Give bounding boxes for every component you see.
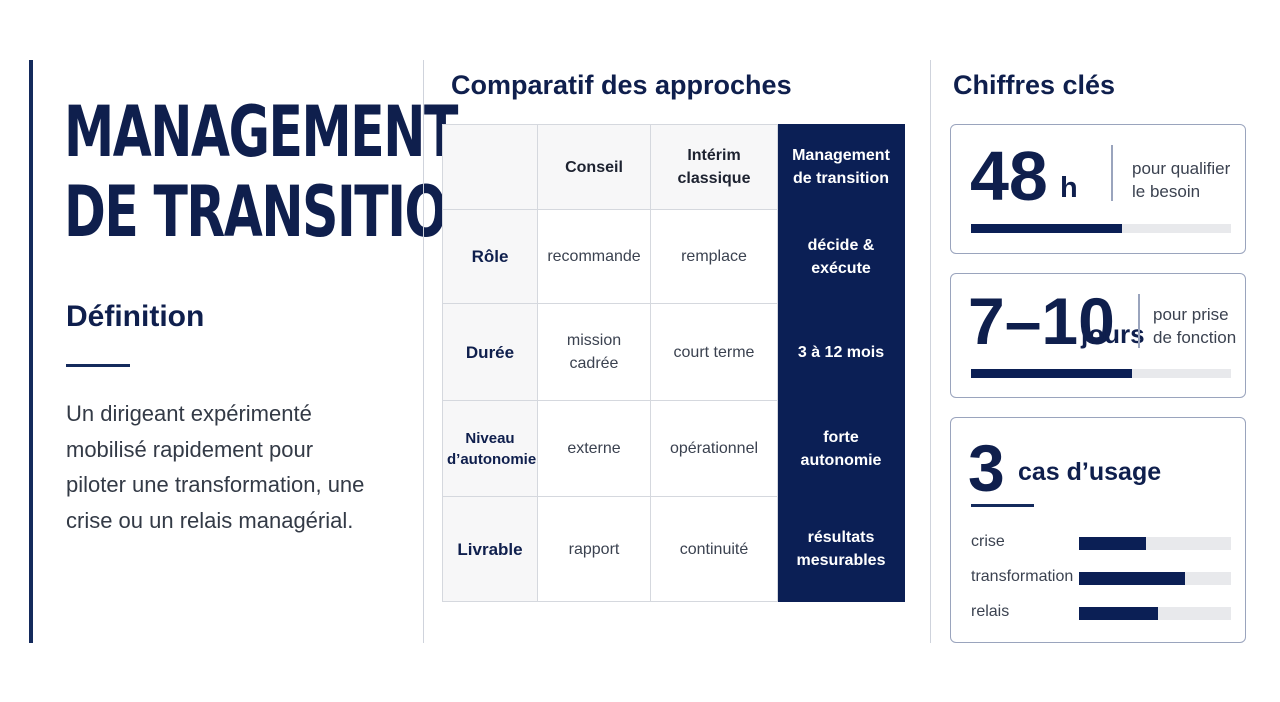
highlight-cell: décide & exécute bbox=[777, 209, 905, 304]
stat-label: pour qualifier le besoin bbox=[1132, 159, 1231, 201]
use-case-label: transformation bbox=[971, 568, 1074, 585]
stat-progress-fill bbox=[971, 369, 1133, 378]
highlight-cell: forte autonomie bbox=[777, 400, 905, 497]
stat-separator bbox=[1138, 294, 1140, 348]
table-row: Livrable rapport continuité résultats me… bbox=[442, 496, 905, 602]
stat-progress-fill bbox=[971, 224, 1122, 233]
column-header-conseil: Conseil bbox=[537, 124, 651, 210]
table-row: Durée mission cadrée court terme 3 à 12 … bbox=[442, 303, 905, 401]
stat-progress-bar bbox=[971, 224, 1231, 233]
table-corner-cell bbox=[442, 124, 538, 210]
highlight-cell: résultats mesurables bbox=[777, 496, 905, 602]
table-header-row: Conseil Intérim classique Management de … bbox=[442, 124, 905, 210]
use-case-bar bbox=[1079, 607, 1231, 620]
row-header-autonomie: Niveau d’autonomie bbox=[442, 400, 538, 497]
table-cell: mission cadrée bbox=[537, 303, 651, 401]
column-header-management: Management de transition bbox=[777, 124, 905, 210]
stat-progress-bar bbox=[971, 369, 1231, 378]
comparison-title: Comparatif des approches bbox=[451, 70, 792, 100]
stat-unit: jours bbox=[1081, 319, 1145, 349]
stat-value: 7–10 bbox=[968, 284, 1115, 358]
stat-card-jours: 7–10 jours pour prise de fonction bbox=[950, 273, 1246, 398]
column-divider-right bbox=[930, 60, 931, 643]
table-row: Rôle recommande remplace décide & exécut… bbox=[442, 209, 905, 304]
use-case-bar-fill bbox=[1079, 537, 1146, 550]
highlight-cell: 3 à 12 mois bbox=[777, 303, 905, 401]
table-cell: externe bbox=[537, 400, 651, 497]
comparison-table: Conseil Intérim classique Management de … bbox=[442, 124, 905, 602]
table-cell: opérationnel bbox=[650, 400, 778, 497]
column-header-interim: Intérim classique bbox=[650, 124, 778, 210]
accent-bar bbox=[29, 60, 33, 643]
use-case-row: relais bbox=[971, 600, 1231, 624]
stat-unit: h bbox=[1060, 172, 1078, 204]
stat-separator bbox=[1111, 145, 1113, 201]
row-header-role: Rôle bbox=[442, 209, 538, 304]
definition-underline bbox=[66, 364, 130, 367]
table-cell: remplace bbox=[650, 209, 778, 304]
stat-value: 3 bbox=[968, 431, 1005, 505]
stat-unit: cas d’usage bbox=[1018, 458, 1162, 486]
row-header-livrable: Livrable bbox=[442, 496, 538, 602]
definition-title: Définition bbox=[66, 300, 205, 333]
table-cell: rapport bbox=[537, 496, 651, 602]
row-header-duree: Durée bbox=[442, 303, 538, 401]
table-row: Niveau d’autonomie externe opérationnel … bbox=[442, 400, 905, 497]
column-divider-left bbox=[423, 60, 424, 643]
use-case-bar bbox=[1079, 572, 1231, 585]
use-case-row: transformation bbox=[971, 565, 1231, 589]
use-cases-underline bbox=[971, 504, 1034, 507]
stat-label: pour prise de fonction bbox=[1153, 305, 1237, 347]
use-case-label: crise bbox=[971, 533, 1005, 550]
table-cell: court terme bbox=[650, 303, 778, 401]
stat-value: 48 bbox=[970, 137, 1048, 215]
use-case-bar bbox=[1079, 537, 1231, 550]
main-title-line-1: MANAGEMENT bbox=[64, 91, 458, 173]
figures-title: Chiffres clés bbox=[953, 70, 1116, 100]
main-title: MANAGEMENT DE TRANSITION bbox=[64, 91, 488, 253]
stat-card-48h: 48 h pour qualifier le besoin bbox=[950, 124, 1246, 254]
use-case-label: relais bbox=[971, 603, 1010, 620]
use-case-row: crise bbox=[971, 530, 1231, 554]
stat-card-use-cases: 3 cas d’usage crise transformation relai… bbox=[950, 417, 1246, 643]
table-cell: recommande bbox=[537, 209, 651, 304]
use-case-bar-fill bbox=[1079, 572, 1186, 585]
use-case-bar-fill bbox=[1079, 607, 1159, 620]
table-cell: continuité bbox=[650, 496, 778, 602]
main-title-line-2: DE TRANSITION bbox=[64, 171, 488, 253]
definition-text: Un dirigeant expérimenté mobilisé rapide… bbox=[66, 401, 365, 533]
